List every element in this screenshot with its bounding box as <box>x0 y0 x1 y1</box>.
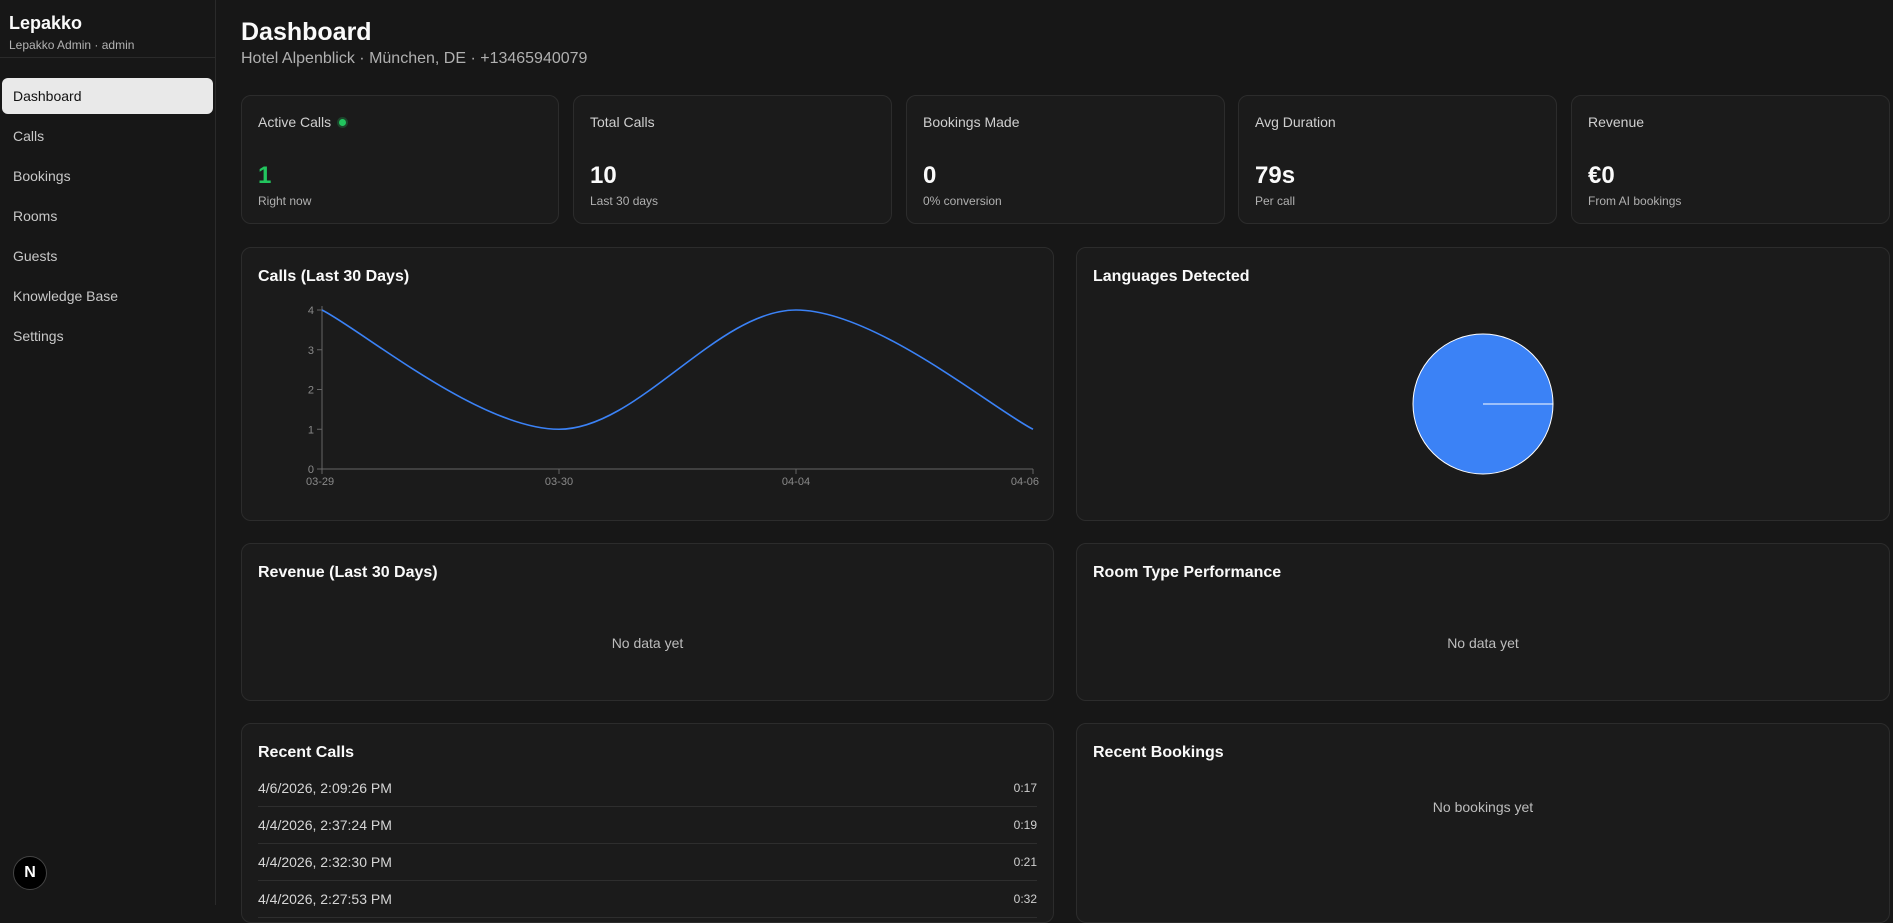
empty-state: No data yet <box>242 635 1053 651</box>
sidebar-item-settings[interactable]: Settings <box>2 318 213 354</box>
stat-label: Avg Duration <box>1255 114 1336 130</box>
user-info: Lepakko Admin · admin <box>9 38 206 52</box>
stat-value: 10 <box>590 162 617 190</box>
card-title: Revenue (Last 30 Days) <box>258 564 438 582</box>
stat-note: Per call <box>1255 194 1295 208</box>
empty-state: No bookings yet <box>1077 799 1889 815</box>
stat-note: From AI bookings <box>1588 194 1681 208</box>
call-time: 4/6/2026, 2:09:26 PM <box>258 770 392 806</box>
list-item[interactable]: 4/4/2026, 2:37:24 PM 0:19 <box>258 807 1037 844</box>
stat-label-text: Active Calls <box>258 114 331 130</box>
stat-note: Last 30 days <box>590 194 658 208</box>
stat-value: €0 <box>1588 162 1615 190</box>
stat-card-avg-duration: Avg Duration 79s Per call <box>1238 95 1557 224</box>
call-duration: 0:17 <box>1014 770 1037 806</box>
list-item[interactable]: 4/4/2026, 2:32:30 PM 0:21 <box>258 844 1037 881</box>
card-title: Room Type Performance <box>1093 564 1281 582</box>
sidebar-item-calls[interactable]: Calls <box>2 118 213 154</box>
recent-calls-card: Recent Calls 4/6/2026, 2:09:26 PM 0:17 4/… <box>241 723 1054 923</box>
sidebar-item-dashboard[interactable]: Dashboard <box>2 78 213 114</box>
empty-state: No data yet <box>1077 635 1889 651</box>
x-tick-label: 03-29 <box>306 476 334 488</box>
stat-value: 1 <box>258 162 271 190</box>
y-tick-label: 4 <box>308 305 314 317</box>
y-tick-label: 0 <box>308 464 314 476</box>
languages-pie-chart <box>1077 248 1889 520</box>
calls-series-line <box>322 310 1033 429</box>
live-indicator-icon <box>339 119 346 126</box>
revenue-chart-card: Revenue (Last 30 Days) No data yet <box>241 543 1054 701</box>
hotel-info: Hotel Alpenblick · München, DE · +134659… <box>241 50 587 68</box>
list-item[interactable]: 4/6/2026, 2:09:26 PM 0:17 <box>258 770 1037 807</box>
sidebar: Lepakko Lepakko Admin · admin Dashboard … <box>0 0 216 905</box>
stat-label: Total Calls <box>590 114 655 130</box>
room-performance-card: Room Type Performance No data yet <box>1076 543 1890 701</box>
stat-note: 0% conversion <box>923 194 1002 208</box>
x-tick-label: 04-04 <box>782 476 810 488</box>
sidebar-item-knowledge-base[interactable]: Knowledge Base <box>2 278 213 314</box>
call-time: 4/4/2026, 2:27:53 PM <box>258 881 392 917</box>
call-time: 4/4/2026, 2:37:24 PM <box>258 807 392 843</box>
y-tick-label: 3 <box>308 345 314 357</box>
stat-value: 0 <box>923 162 936 190</box>
stat-label: Bookings Made <box>923 114 1020 130</box>
next-logo-icon[interactable]: N <box>13 856 47 890</box>
stat-card-bookings-made: Bookings Made 0 0% conversion <box>906 95 1225 224</box>
card-title: Recent Calls <box>258 744 354 762</box>
card-title: Recent Bookings <box>1093 744 1224 762</box>
list-item[interactable]: 4/4/2026, 2:27:53 PM 0:32 <box>258 881 1037 918</box>
call-duration: 0:21 <box>1014 844 1037 880</box>
y-tick-label: 1 <box>308 424 314 436</box>
brand-name: Lepakko <box>9 12 206 34</box>
recent-bookings-card: Recent Bookings No bookings yet <box>1076 723 1890 923</box>
recent-calls-list: 4/6/2026, 2:09:26 PM 0:17 4/4/2026, 2:37:… <box>258 770 1037 918</box>
brand: Lepakko Lepakko Admin · admin <box>0 0 215 58</box>
sidebar-item-guests[interactable]: Guests <box>2 238 213 274</box>
stat-note: Right now <box>258 194 311 208</box>
stat-label: Revenue <box>1588 114 1644 130</box>
sidebar-item-rooms[interactable]: Rooms <box>2 198 213 234</box>
page-title: Dashboard <box>241 18 372 47</box>
stat-value: 79s <box>1255 162 1295 190</box>
call-duration: 0:32 <box>1014 881 1037 917</box>
stat-card-active-calls: Active Calls 1 Right now <box>241 95 559 224</box>
languages-chart-card: Languages Detected <box>1076 247 1890 521</box>
call-duration: 0:19 <box>1014 807 1037 843</box>
stat-label: Active Calls <box>258 114 346 130</box>
stat-card-revenue: Revenue €0 From AI bookings <box>1571 95 1890 224</box>
y-tick-label: 2 <box>308 385 314 397</box>
call-time: 4/4/2026, 2:32:30 PM <box>258 844 392 880</box>
x-tick-label: 04-06 <box>1011 476 1039 488</box>
x-tick-label: 03-30 <box>545 476 573 488</box>
stat-card-total-calls: Total Calls 10 Last 30 days <box>573 95 892 224</box>
sidebar-item-bookings[interactable]: Bookings <box>2 158 213 194</box>
sidebar-nav: Dashboard Calls Bookings Rooms Guests Kn… <box>0 58 215 354</box>
calls-line-chart: 0 1 2 3 4 03-29 03-30 04-04 04-06 <box>242 248 1053 520</box>
